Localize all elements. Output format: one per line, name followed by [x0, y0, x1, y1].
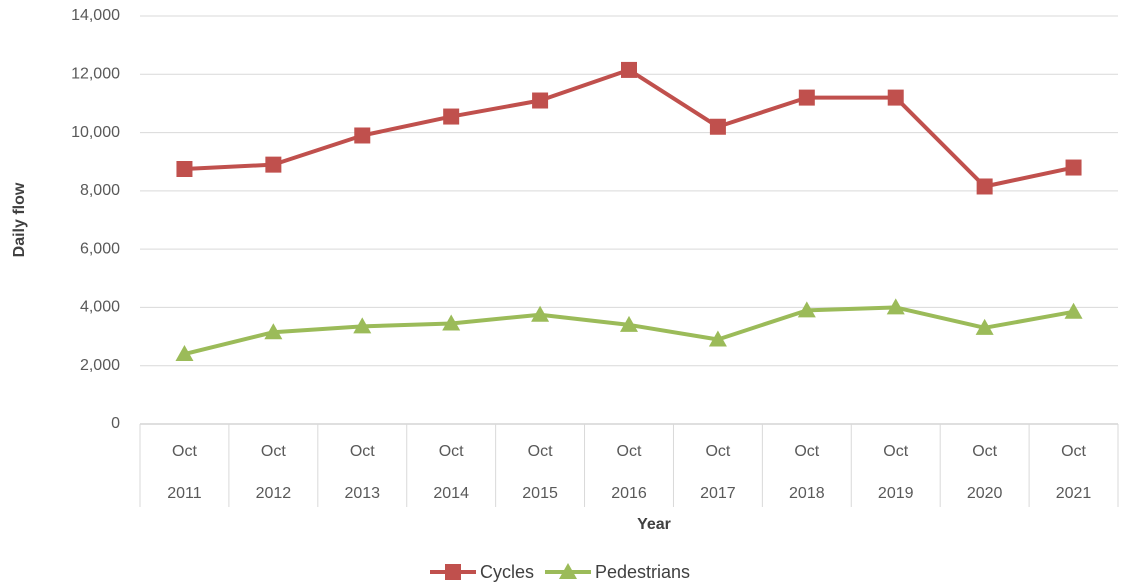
x-tick-label: 2014 [433, 485, 469, 502]
y-tick-label: 6,000 [80, 240, 120, 257]
x-tick-label: 2012 [256, 485, 292, 502]
legend-label: Pedestrians [595, 562, 690, 582]
x-axis-label: Year [637, 516, 671, 533]
x-tick-label: Oct [528, 443, 553, 460]
data-point [354, 127, 371, 144]
data-point [708, 330, 727, 347]
y-tick-label: 4,000 [80, 299, 120, 316]
y-tick-label: 8,000 [80, 182, 120, 199]
x-tick-label: Oct [883, 443, 908, 460]
data-point [176, 161, 193, 177]
data-point [798, 89, 815, 106]
x-tick-label: Oct [1061, 443, 1086, 460]
y-tick-label: 10,000 [71, 124, 120, 141]
x-tick-label: 2019 [878, 485, 914, 502]
data-point [265, 156, 282, 173]
data-point [532, 92, 549, 109]
legend-marker [445, 564, 461, 580]
data-point [709, 118, 726, 135]
y-tick-label: 2,000 [80, 357, 120, 374]
data-point [531, 305, 550, 322]
data-point [264, 323, 283, 340]
y-tick-label: 0 [111, 415, 120, 432]
data-point [1064, 302, 1083, 319]
legend-label: Cycles [480, 562, 534, 582]
data-point [887, 89, 904, 106]
data-point [443, 108, 460, 125]
data-point [975, 318, 994, 335]
x-tick-label: 2011 [167, 485, 202, 502]
legend-marker [559, 563, 577, 579]
x-tick-label: 2013 [344, 485, 380, 502]
x-tick-label: Oct [439, 443, 464, 460]
x-tick-label: Oct [172, 443, 197, 460]
x-tick-label: 2018 [789, 485, 825, 502]
data-point [175, 345, 194, 362]
x-tick-label: Oct [794, 443, 819, 460]
data-point [797, 301, 816, 318]
data-point [1065, 159, 1082, 176]
y-axis-label: Daily flow [11, 182, 28, 257]
y-tick-label: 12,000 [71, 66, 120, 83]
x-tick-label: Oct [261, 443, 286, 460]
data-point [442, 314, 461, 331]
x-tick-label: Oct [705, 443, 730, 460]
data-point [353, 317, 372, 334]
x-tick-label: Oct [617, 443, 642, 460]
data-point [621, 61, 637, 78]
x-tick-label: Oct [350, 443, 375, 460]
y-tick-label: 14,000 [71, 7, 120, 24]
x-tick-label: 2017 [700, 485, 736, 502]
data-point [976, 178, 993, 195]
x-tick-label: Oct [972, 443, 997, 460]
data-point [886, 298, 905, 315]
data-point [620, 315, 638, 332]
x-tick-label: 2015 [522, 485, 558, 502]
x-tick-label: 2021 [1056, 485, 1092, 502]
series-line [184, 67, 1074, 189]
x-tick-label: 2020 [967, 485, 1003, 502]
x-tick-label: 2016 [611, 485, 647, 502]
